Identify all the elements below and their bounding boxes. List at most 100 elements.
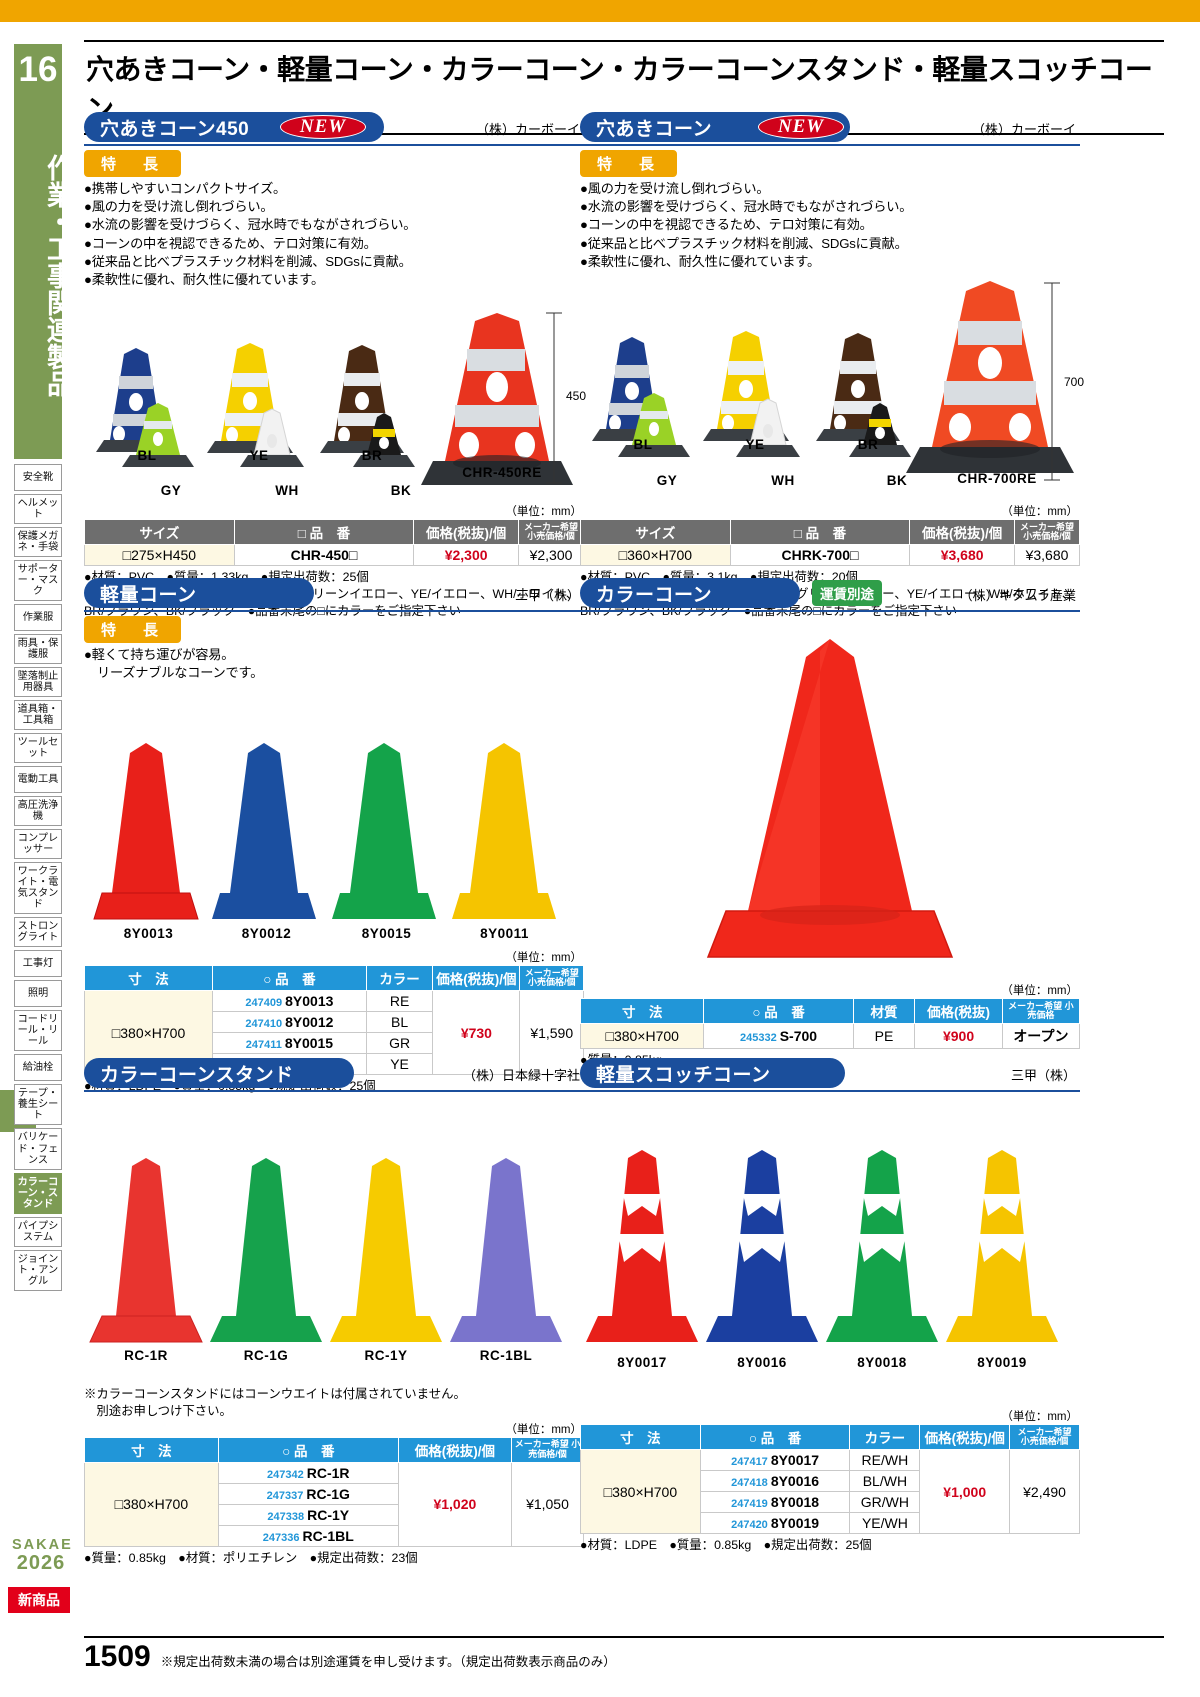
sidebar-item-16[interactable]: コードリール・リール — [14, 1010, 62, 1052]
th-msrp: メーカー希望 小売価格/個 — [1014, 519, 1080, 546]
sidebar-item-9[interactable]: 電動工具 — [14, 766, 62, 794]
sidebar-item-3[interactable]: サポーター・マスク — [14, 560, 62, 602]
table-header-row: 寸 法 ○ 品 番 価格(税抜)/個 メーカー希望 小売価格/個 — [84, 1436, 585, 1463]
sidebar-item-12[interactable]: ワークライト・電気スタンド — [14, 862, 62, 915]
swatch-label-bk: BK — [390, 483, 412, 499]
new-badge: NEW — [280, 115, 366, 139]
cone-label-3: 8Y0018 — [857, 1355, 907, 1370]
feature-item-2: ●コーンの中を視認できるため、テロ対策に有効。 — [580, 217, 873, 233]
th-price: 価格(税抜)/個 — [432, 965, 521, 992]
sidebar-item-10[interactable]: 高圧洗浄機 — [14, 796, 62, 827]
section-header-stand: カラーコーンスタンド （株）日本緑十字社 — [84, 1058, 584, 1092]
notes-stand: ●質量：0.85kg ●材質：ポリエチレン ●規定出荷数：23個 — [84, 1550, 584, 1567]
th-model: ○ 品 番 — [699, 1424, 851, 1450]
table-row: 247336 RC-1BL — [85, 1524, 584, 1547]
cone-label-1: 8Y0017 — [617, 1355, 667, 1370]
cell-model: 247420 8Y0019 — [699, 1512, 851, 1534]
cell-model: 247419 8Y0018 — [699, 1491, 851, 1513]
feature-item-0: ●風の力を受け流し倒れづらい。 — [580, 181, 770, 196]
th-size: 寸 法 — [84, 1436, 219, 1463]
sidebar-item-19[interactable]: バリケード・フェンス — [14, 1128, 62, 1170]
note-line-0: ●材質：LDPE ●質量：0.85kg ●規定出荷数：25個 — [580, 1538, 872, 1552]
cell-color: BL — [365, 1011, 434, 1034]
table-row: 247410 8Y0012 BL — [85, 1011, 584, 1034]
sidebar-item-7[interactable]: 道具箱・工具箱 — [14, 700, 62, 731]
table-header-row: 寸 法 ○ 品 番 カラー 価格(税抜)/個 メーカー希望 小売価格/個 — [83, 965, 584, 992]
unit-note-scotch: （単位：mm） — [1001, 1411, 1078, 1423]
sidebar-item-6[interactable]: 墜落制止用器具 — [14, 667, 62, 698]
section-title: 穴あきコーン — [596, 118, 713, 140]
cell-color: YE/WH — [849, 1512, 921, 1534]
sidebar-item-21[interactable]: パイプシステム — [14, 1216, 62, 1247]
cone-label-2: 8Y0012 — [241, 926, 292, 942]
cone-label-4: RC-1BL — [479, 1348, 533, 1363]
th-model: ○ 品 番 — [212, 965, 367, 992]
sidebar-item-0[interactable]: 安全靴 — [14, 464, 62, 491]
cell-msrp: オープン — [1001, 1023, 1081, 1049]
table-row: □275×H450 CHR-450□ ¥2,300 ¥2,300 — [84, 544, 584, 567]
page-number: 1509 — [84, 1640, 151, 1673]
cell-price: ¥2,300 — [413, 544, 520, 567]
feature-item-0: ●軽くて持ち運びが容易。 — [84, 647, 235, 662]
cone-label-3: RC-1Y — [364, 1348, 408, 1363]
cone-illustrations-700 — [592, 281, 1074, 481]
cell-code: 247420 — [731, 1519, 768, 1531]
cell-code: 247419 — [731, 1498, 768, 1510]
table-row: □360×H700 CHRK-700□ ¥3,680 ¥3,680 — [580, 544, 1080, 567]
sidebar-item-17[interactable]: 給油栓 — [14, 1054, 62, 1082]
swatch-label-bl: BL — [633, 437, 653, 453]
unit-note-450: （単位：mm） — [505, 506, 582, 519]
sidebar-item-18[interactable]: テープ・養生シート — [14, 1084, 62, 1126]
spec-table-700: サイズ □ 品 番 価格(税抜)/個 メーカー希望 小売価格/個 □360×H7… — [580, 519, 1080, 567]
section-title: カラーコーン — [596, 584, 713, 606]
section-header-ana450: 穴あきコーン450 NEW （株）カーボーイ — [84, 112, 584, 146]
th-model: □ 品 番 — [729, 519, 911, 546]
swatch-label-bk: BK — [886, 473, 908, 489]
sidebar-item-14[interactable]: 工事灯 — [14, 950, 62, 978]
th-model: □ 品 番 — [233, 519, 415, 546]
table-row: □380×H700 247342 RC-1R ¥1,020 ¥1,050 — [84, 1461, 585, 1547]
cell-size: □360×H700 — [580, 544, 731, 567]
cell-price: ¥730 — [432, 990, 521, 1076]
swatch-label-br: BR — [857, 437, 879, 453]
product-image-scotch: 8Y0017 8Y0016 8Y0018 8Y0019 — [580, 1100, 1080, 1372]
th-price: 価格(税抜)/個 — [919, 1424, 1011, 1450]
sidebar-item-1[interactable]: ヘルメット — [14, 494, 62, 525]
cell-color: GR/WH — [849, 1491, 921, 1513]
product-image-keiryo: 8Y0013 8Y0012 8Y0015 8Y0011 — [84, 688, 584, 941]
cone-label-4: 8Y0019 — [977, 1355, 1027, 1370]
th-size: 寸 法 — [580, 1424, 701, 1450]
table-row: 247419 8Y0018 GR/WH — [581, 1491, 1080, 1513]
sidebar-item-13[interactable]: ストロングライト — [14, 917, 62, 948]
hero-label-700: CHR-700RE — [957, 471, 1037, 487]
cell-size: □380×H700 — [84, 1461, 219, 1547]
swatch-label-wh: WH — [275, 483, 299, 499]
feature-label: 特 長 — [580, 150, 678, 177]
sidebar-item-22[interactable]: ジョイント・アングル — [14, 1249, 62, 1291]
table-row: 247420 8Y0019 YE/WH — [581, 1512, 1080, 1534]
swatch-label-wh: WH — [771, 473, 795, 489]
sidebar-item-15[interactable]: 照明 — [14, 980, 62, 1008]
th-price: 価格(税抜) — [914, 998, 1003, 1024]
sidebar-item-4[interactable]: 作業服 — [14, 604, 62, 632]
table-header-row: 寸 法 ○ 品 番 カラー 価格(税抜)/個 メーカー希望 小売価格/個 — [580, 1424, 1080, 1450]
table-row: □380×H700 247409 8Y0013 RE ¥730 ¥1,590 — [83, 990, 584, 1076]
cone-illustrations-450 — [96, 312, 573, 486]
sidebar-item-8[interactable]: ツールセット — [14, 733, 62, 764]
brand-year: 2026 — [16, 1552, 66, 1574]
cell-color: RE/WH — [849, 1449, 921, 1471]
stand-warning-line1: ※カラーコーンスタンドにはコーンウエイトは付属されていません。 — [84, 1387, 466, 1401]
sidebar-item-11[interactable]: コンプレッサー — [14, 829, 62, 860]
sidebar-item-20[interactable]: カラーコーン・スタンド — [14, 1172, 62, 1214]
sidebar-item-5[interactable]: 雨具・保護服 — [14, 634, 62, 665]
cone-label-1: RC-1R — [124, 1348, 168, 1363]
cone-label-2: RC-1G — [243, 1348, 289, 1363]
footer-note: ※規定出荷数未満の場合は別途運賃を申し受けます。（規定出荷数表示商品のみ） — [160, 1655, 616, 1669]
sidebar-item-2[interactable]: 保護メガネ・手袋 — [14, 527, 62, 558]
cell-msrp: ¥2,490 — [1009, 1449, 1080, 1534]
stand-warning-line2: 別途お申しつけ下さい。 — [84, 1404, 232, 1419]
sidebar-item-list: 安全靴ヘルメット 保護メガネ・手袋 サポーター・マスク 作業服 雨具・保護服 墜落制止用器… — [14, 464, 62, 1294]
cell-size: □380×H700 — [580, 1449, 701, 1534]
th-size: サイズ — [580, 519, 731, 546]
feature-item-4: ●柔軟性に優れ、耐久性に優れています。 — [580, 253, 820, 269]
